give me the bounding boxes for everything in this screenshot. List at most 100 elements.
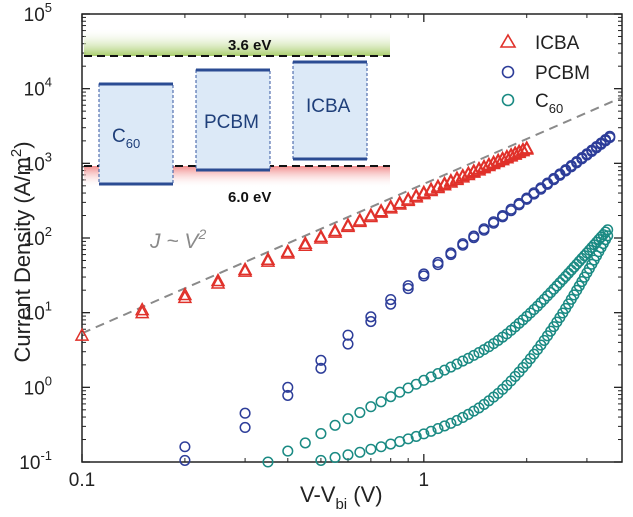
data-point bbox=[517, 314, 529, 326]
fit-line bbox=[81, 96, 623, 335]
data-point bbox=[365, 316, 377, 328]
data-point bbox=[524, 307, 536, 319]
data-point bbox=[282, 445, 294, 457]
data-point bbox=[315, 362, 327, 374]
y-tick-label: 103 bbox=[24, 149, 52, 175]
legend-pcbm-label: PCBM bbox=[535, 63, 590, 84]
data-point bbox=[402, 283, 414, 295]
data-point bbox=[573, 255, 585, 267]
data-point bbox=[557, 273, 569, 286]
pcbm-label: PCBM bbox=[204, 112, 259, 133]
c60-box bbox=[98, 83, 174, 185]
data-point bbox=[354, 406, 366, 419]
data-point bbox=[210, 275, 226, 289]
data-point bbox=[521, 193, 533, 205]
data-point bbox=[468, 349, 480, 361]
data-point bbox=[342, 338, 354, 350]
data-point bbox=[551, 280, 563, 292]
data-point bbox=[439, 364, 451, 376]
data-point bbox=[315, 454, 327, 466]
data-point bbox=[385, 391, 397, 403]
data-point bbox=[451, 358, 463, 370]
data-point bbox=[571, 258, 583, 270]
data-point bbox=[327, 224, 343, 238]
x-tick-label: 0.1 bbox=[69, 470, 95, 491]
data-point bbox=[443, 174, 459, 188]
data-point bbox=[497, 211, 509, 223]
data-point bbox=[74, 327, 90, 341]
data-point bbox=[298, 235, 313, 250]
data-point bbox=[315, 428, 327, 440]
data-point bbox=[418, 428, 430, 440]
data-point bbox=[562, 267, 575, 279]
data-point bbox=[177, 286, 193, 301]
data-point bbox=[375, 441, 387, 453]
legend-c60-marker bbox=[501, 93, 515, 107]
data-point bbox=[210, 272, 226, 287]
data-point bbox=[604, 132, 616, 144]
data-point bbox=[418, 270, 430, 282]
data-point bbox=[402, 280, 414, 292]
data-point bbox=[449, 171, 465, 186]
legend-icba-marker bbox=[499, 33, 517, 48]
data-point bbox=[237, 263, 253, 277]
data-point bbox=[548, 283, 560, 295]
legend: ICBA PCBM C60 bbox=[499, 33, 590, 116]
data-point bbox=[515, 143, 531, 157]
y-tick-label: 105 bbox=[24, 0, 52, 26]
data-point bbox=[430, 179, 446, 194]
data-point bbox=[445, 417, 457, 429]
data-point bbox=[177, 289, 193, 304]
data-point bbox=[462, 352, 474, 364]
data-point bbox=[327, 222, 343, 237]
series-c60 bbox=[262, 224, 614, 468]
y-tick-label: 100 bbox=[24, 373, 52, 399]
data-point bbox=[375, 396, 387, 408]
data-point bbox=[541, 290, 554, 302]
data-point bbox=[505, 205, 517, 217]
x-axis-ticks: 0.1 1 bbox=[69, 14, 588, 491]
data-point bbox=[352, 213, 368, 228]
data-point bbox=[462, 408, 474, 420]
data-point bbox=[457, 239, 469, 251]
data-point bbox=[457, 411, 469, 424]
data-point bbox=[545, 286, 557, 299]
data-point bbox=[531, 300, 544, 312]
data-point bbox=[455, 169, 471, 183]
homo-energy-label: 6.0 eV bbox=[228, 189, 271, 206]
icba-box bbox=[292, 61, 368, 160]
data-point bbox=[134, 305, 150, 319]
data-point bbox=[513, 199, 525, 211]
data-point bbox=[329, 419, 341, 431]
data-point bbox=[179, 454, 191, 466]
series-icba bbox=[74, 140, 534, 341]
c60-label: C60 bbox=[112, 126, 140, 151]
y-tick-label: 10-1 bbox=[19, 448, 52, 474]
y-axis-ticks: 10-1 100 101 102 103 104 105 bbox=[19, 0, 622, 474]
data-point bbox=[365, 443, 377, 455]
data-point bbox=[457, 355, 469, 367]
data-point bbox=[262, 456, 274, 468]
lumo-energy-label: 3.6 eV bbox=[228, 37, 271, 54]
data-point bbox=[602, 224, 614, 236]
data-point bbox=[282, 389, 294, 401]
data-point bbox=[432, 423, 444, 435]
fit-line-label: J ~ V2 bbox=[149, 226, 206, 253]
data-point bbox=[602, 230, 614, 242]
series-pcbm bbox=[179, 130, 616, 466]
data-point bbox=[519, 141, 534, 155]
data-point bbox=[478, 224, 490, 236]
energy-level-inset: 3.6 eV 6.0 eV C60 PCBM ICBA bbox=[84, 28, 390, 206]
data-point bbox=[528, 304, 540, 316]
data-point bbox=[445, 249, 457, 261]
data-point bbox=[313, 230, 329, 244]
data-point bbox=[468, 232, 480, 244]
x-tick-label: 1 bbox=[419, 470, 430, 491]
data-point bbox=[280, 245, 296, 259]
legend-pcbm-marker bbox=[501, 65, 515, 79]
data-point bbox=[340, 218, 356, 233]
data-point bbox=[365, 401, 377, 413]
data-point bbox=[425, 371, 437, 383]
pcbm-box bbox=[195, 69, 271, 171]
